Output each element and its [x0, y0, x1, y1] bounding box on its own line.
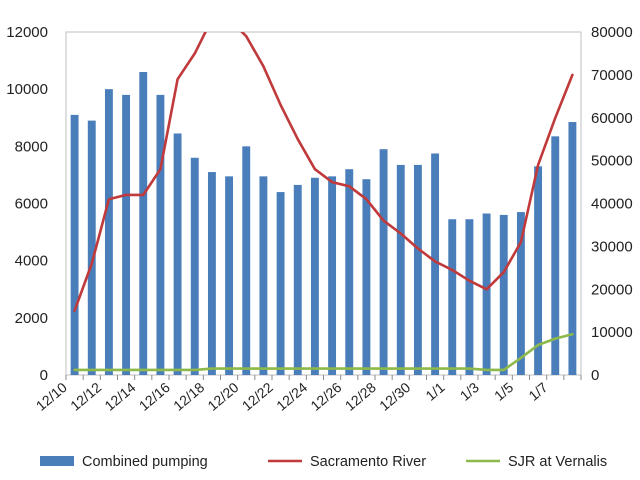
x-axis-tick-label: 1/1 [422, 379, 447, 404]
left-axis-tick-label: 2000 [15, 310, 48, 327]
pumping-bar [70, 114, 79, 375]
x-axis-tick-label: 1/3 [457, 379, 482, 404]
x-axis-tick-label: 12/26 [307, 379, 344, 414]
right-axis-tick-label: 30000 [591, 238, 633, 255]
pumping-bar [328, 176, 337, 375]
pumping-bar [310, 177, 319, 375]
x-axis-tick-label: 12/18 [170, 379, 207, 414]
legend-swatch-bar [40, 456, 74, 466]
pumping-bar [156, 94, 165, 375]
x-axis-tick-label: 12/30 [376, 379, 413, 414]
pumping-bar [276, 192, 285, 375]
x-axis-tick-label: 12/12 [67, 379, 104, 414]
left-axis-tick-label: 12000 [6, 24, 48, 41]
pumping-bar [362, 179, 371, 375]
legend-item: Combined pumping [40, 454, 208, 470]
pumping-bar [568, 122, 577, 375]
pumping-bar [448, 219, 457, 375]
chart-legend: Combined pumping Sacramento River SJR at V… [40, 454, 607, 470]
river-flow-lines [73, 32, 574, 372]
pumping-bar [551, 136, 560, 375]
right-axis-tick-label: 40000 [591, 196, 633, 213]
x-axis-tick-label: 12/20 [204, 379, 241, 414]
combined-pumping-bars [70, 72, 577, 375]
right-axis-tick-label: 80000 [591, 24, 633, 41]
pumping-bar [87, 120, 96, 375]
x-axis-tick-label: 1/7 [525, 379, 550, 404]
pumping-bar [293, 184, 302, 375]
pumping-bar [259, 176, 268, 375]
pumping-bar [499, 214, 508, 375]
pumping-bar [242, 146, 251, 375]
legend-item: SJR at Vernalis [466, 454, 607, 470]
pumping-bar [516, 212, 525, 375]
pumping-bar [413, 164, 422, 375]
legend-label: Combined pumping [82, 454, 208, 470]
x-axis-tick-label: 12/16 [136, 379, 173, 414]
pumping-bar [345, 169, 354, 375]
right-axis-tick-label: 20000 [591, 281, 633, 298]
left-axis-tick-label: 4000 [15, 253, 48, 270]
pumping-bar [379, 149, 388, 375]
pumping-bar [465, 219, 474, 375]
pumping-bar [173, 133, 182, 375]
pumping-bar [139, 72, 148, 375]
x-axis-tick-label: 12/22 [239, 379, 276, 414]
pumping-bar [190, 157, 199, 375]
pumping-bar [396, 164, 405, 375]
pumping-bar [225, 176, 234, 375]
x-axis-tick-label: 1/5 [491, 379, 516, 404]
pumping-bar [207, 172, 216, 375]
pumping-bar [122, 94, 131, 375]
x-axis-tick-label: 12/24 [273, 379, 310, 414]
left-axis-tick-labels: 0 2000 4000 6000 8000 10000 12000 [6, 24, 48, 384]
x-axis-tick-label: 12/14 [101, 379, 138, 414]
left-axis-tick-label: 6000 [15, 196, 48, 213]
right-axis-tick-label: 0 [591, 367, 599, 384]
sacramento-river-line [73, 32, 574, 313]
x-axis: 12/1012/1212/1412/1612/1812/2012/2212/24… [33, 375, 582, 414]
right-axis-tick-labels: 0 10000 20000 30000 40000 50000 60000 70000 8000… [591, 24, 633, 384]
x-axis-tick-label: 12/28 [342, 379, 379, 414]
right-axis-tick-label: 60000 [591, 110, 633, 127]
pumping-bar [104, 89, 113, 375]
pumping-bar [482, 213, 491, 375]
left-axis-tick-label: 8000 [15, 138, 48, 155]
sjr-at-vernalis-line [73, 332, 574, 372]
pumping-bar [534, 166, 543, 375]
legend-label: Sacramento River [310, 454, 426, 470]
x-axis-tick-label: 12/10 [33, 379, 70, 414]
left-axis-tick-label: 0 [40, 367, 48, 384]
legend-item: Sacramento River [268, 454, 426, 470]
right-axis-tick-label: 10000 [591, 324, 633, 341]
left-axis-tick-label: 10000 [6, 81, 48, 98]
right-axis-tick-label: 70000 [591, 67, 633, 84]
legend-label: SJR at Vernalis [508, 454, 607, 470]
right-axis-tick-label: 50000 [591, 153, 633, 170]
pumping-bar [431, 153, 440, 375]
